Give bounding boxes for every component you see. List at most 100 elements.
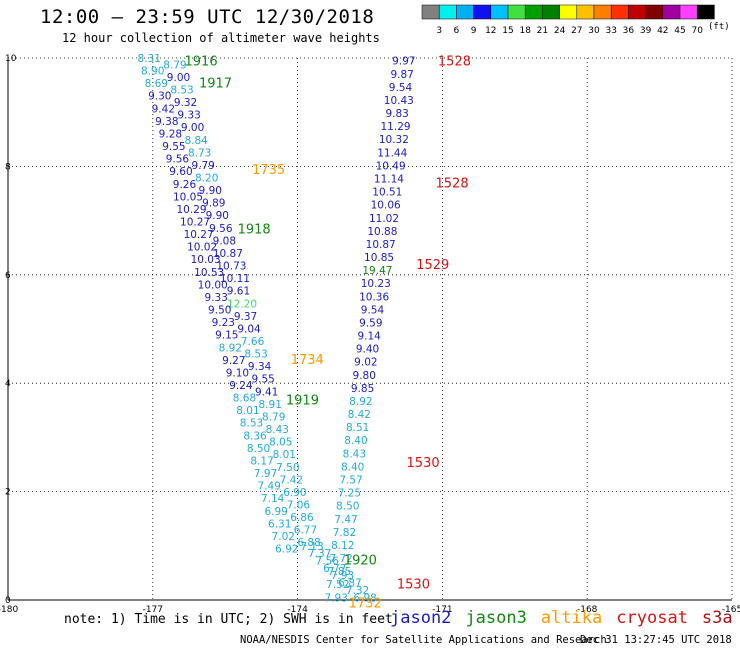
data-label: 7.47 <box>334 514 357 526</box>
time-label: 1528 <box>436 177 469 192</box>
color-scale-label: 24 <box>554 26 566 36</box>
data-label: 8.40 <box>341 461 364 473</box>
x-tick-label: -180 <box>0 605 18 615</box>
data-label: 9.15 <box>215 330 238 342</box>
data-label: 8.79 <box>262 411 285 423</box>
data-label: 9.00 <box>181 122 204 134</box>
data-label: 9.56 <box>209 223 233 235</box>
color-scale-swatch <box>679 4 698 20</box>
color-scale-label: 27 <box>571 26 582 36</box>
time-label: 1528 <box>438 55 471 70</box>
data-label: 9.28 <box>159 128 182 140</box>
data-label: 8.68 <box>233 393 256 405</box>
color-scale-swatch <box>507 4 526 20</box>
legend-s3a: s3a <box>701 608 733 628</box>
data-label: 9.38 <box>155 116 178 128</box>
data-label: 8.05 <box>269 437 292 449</box>
data-label: 9.83 <box>385 108 408 120</box>
legend-jason3: jason3 <box>465 608 527 628</box>
color-scale-swatch <box>421 4 440 20</box>
color-scale-swatch <box>438 4 457 20</box>
data-label: 9.55 <box>162 141 185 153</box>
data-label: 9.24 <box>229 380 253 392</box>
data-label: 9.33 <box>177 110 200 122</box>
data-label: 9.32 <box>174 97 197 109</box>
data-label: 10.43 <box>384 95 414 107</box>
color-scale-swatch <box>628 4 646 20</box>
data-label: 8.20 <box>195 172 218 184</box>
data-label: 9.79 <box>191 160 214 172</box>
data-label: 9.50 <box>208 305 231 317</box>
data-label: 19.47 <box>362 265 392 277</box>
data-label: 9.02 <box>354 357 377 369</box>
color-scale-swatch <box>524 4 543 20</box>
data-label: 8.43 <box>266 424 289 436</box>
footer-date: Dec 31 13:27:45 UTC 2018 <box>580 634 732 646</box>
data-label: 7.42 <box>280 474 303 486</box>
data-label: 10.27 <box>184 229 214 241</box>
data-label: 8.17 <box>250 455 273 467</box>
color-scale-label: 9 <box>471 26 477 36</box>
y-tick-label: 2 <box>5 488 11 498</box>
color-scale-swatch <box>576 4 595 20</box>
time-label: 1918 <box>238 223 271 238</box>
color-scale-swatch <box>593 4 612 20</box>
y-tick-label: 10 <box>5 54 17 64</box>
color-scale-label: 6 <box>454 26 460 36</box>
data-label: 10.29 <box>177 204 207 216</box>
color-scale-label: 45 <box>674 26 685 36</box>
y-tick-label: 6 <box>5 271 11 281</box>
data-label: 7.85 <box>328 566 351 578</box>
data-label: 9.55 <box>251 374 274 386</box>
data-label: 8.31 <box>138 53 161 65</box>
data-label: 8.40 <box>344 435 367 447</box>
data-label: 10.03 <box>191 254 221 266</box>
x-tick-label: -168 <box>577 605 598 615</box>
data-label: 10.06 <box>371 200 401 212</box>
data-label: 8.91 <box>259 399 282 411</box>
data-label: 10.00 <box>198 279 228 291</box>
data-label: 7.93 <box>325 592 348 604</box>
data-label: 8.42 <box>348 409 371 421</box>
color-scale-swatch <box>645 4 664 20</box>
color-scale-swatch <box>610 4 629 20</box>
data-label: 8.92 <box>219 342 242 354</box>
data-label: 9.00 <box>167 72 190 84</box>
data-label: 6.92 <box>275 544 298 556</box>
data-label: 8.50 <box>336 501 359 513</box>
data-label: 8.43 <box>343 448 366 460</box>
color-scale-label: 42 <box>657 26 668 36</box>
data-label: 9.56 <box>166 154 190 166</box>
data-label: 8.53 <box>240 418 263 430</box>
color-scale-label: 3 <box>436 26 442 36</box>
color-scale-swatch <box>542 4 560 20</box>
data-label: 6.98 <box>353 592 376 604</box>
x-tick-label: -165 <box>722 605 740 615</box>
data-label: 9.61 <box>227 286 250 298</box>
data-label: 7.13 <box>300 541 323 553</box>
data-label: 11.14 <box>374 173 404 185</box>
data-label: 9.04 <box>237 323 261 335</box>
data-label: 6.88 <box>297 537 320 549</box>
data-label: 7.37 <box>308 548 331 560</box>
data-label: 8.79 <box>163 59 186 71</box>
data-label: 8.01 <box>236 405 259 417</box>
data-label: 10.87 <box>213 248 243 260</box>
data-label: 7.49 <box>257 481 280 493</box>
footer-credit: NOAA/NESDIS Center for Satellite Applica… <box>240 634 607 646</box>
data-label: 7.06 <box>287 499 311 511</box>
data-label: 8.84 <box>184 135 208 147</box>
color-scale-swatch <box>490 4 509 20</box>
data-label: 8.50 <box>247 443 270 455</box>
data-label: 7.56 <box>316 556 340 568</box>
time-label: 1916 <box>185 55 218 70</box>
data-label: 10.87 <box>366 239 396 251</box>
y-tick-label: 8 <box>5 162 11 172</box>
x-tick-label: -174 <box>287 605 308 615</box>
data-label: 9.60 <box>169 166 192 178</box>
data-label: 9.08 <box>213 235 236 247</box>
y-tick-label: 4 <box>5 379 11 389</box>
time-label: 1920 <box>344 553 377 568</box>
data-label: 8.92 <box>349 396 372 408</box>
legend-altika: altika <box>540 608 603 628</box>
